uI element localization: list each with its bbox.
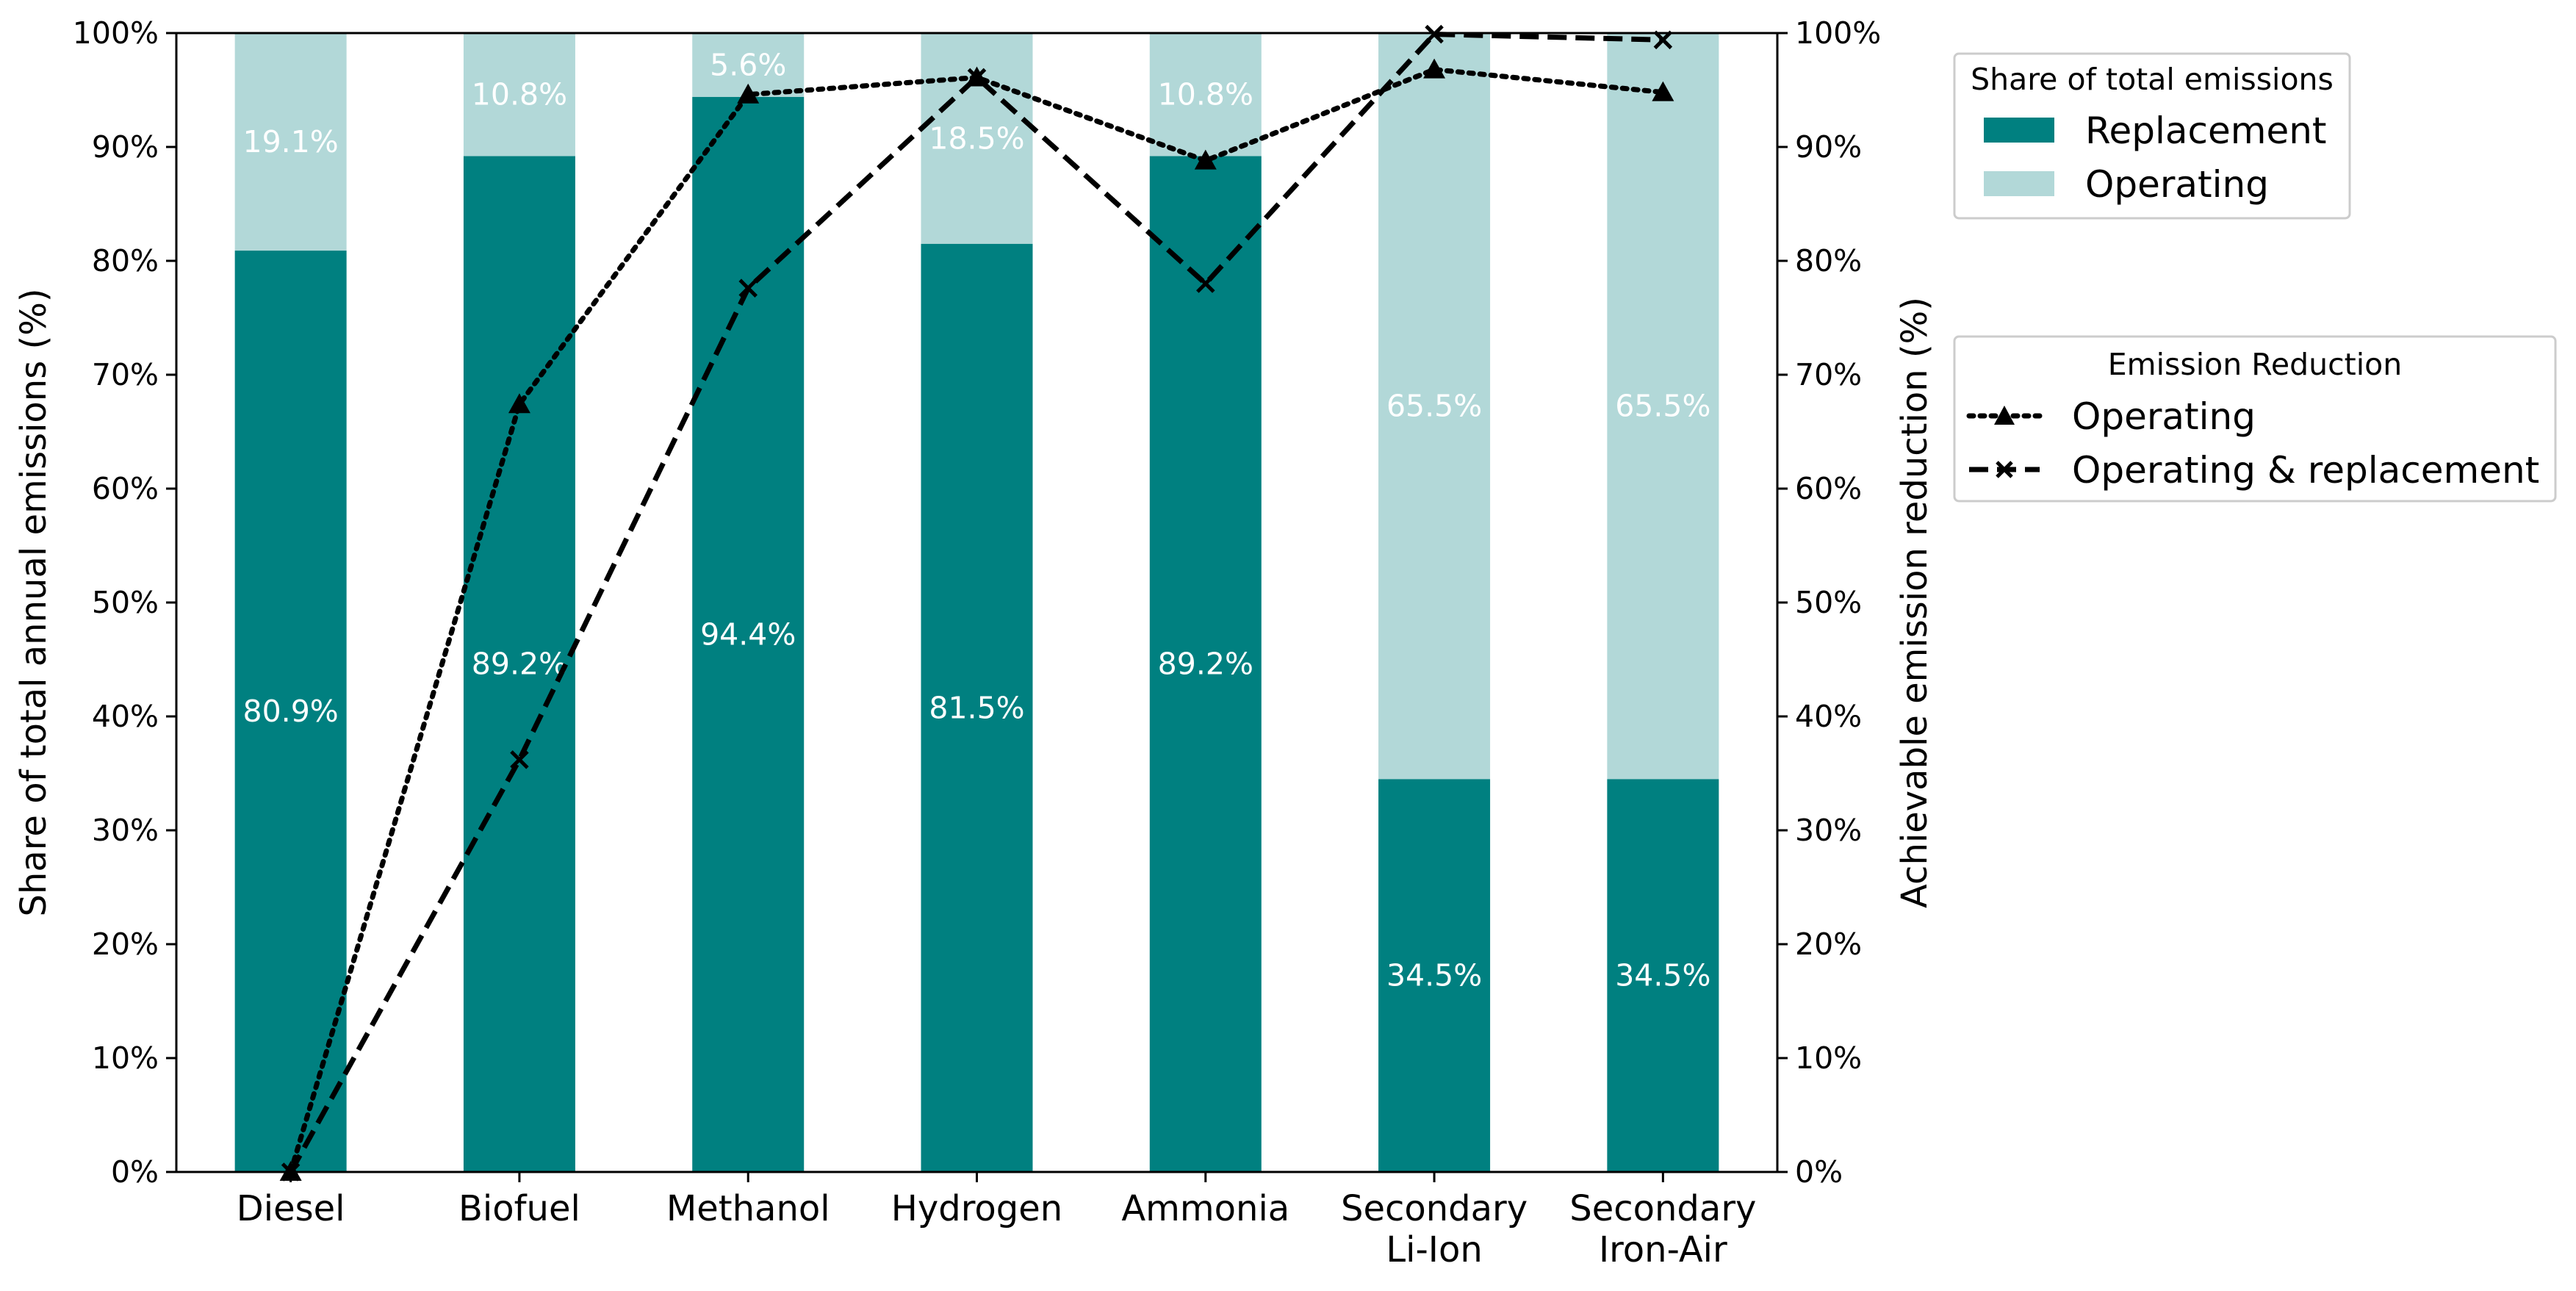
y2-tick-label: 90%: [1795, 129, 1862, 165]
y2-tick-label: 0%: [1795, 1154, 1843, 1190]
marker-x: [1653, 30, 1673, 50]
legend-lines-title: Emission Reduction: [2108, 347, 2402, 382]
bar-replacement: [234, 251, 347, 1172]
x-tick-label: Ammonia: [1121, 1188, 1289, 1229]
legend-bars: Share of total emissions Replacement Ope…: [1953, 52, 2351, 220]
bar-value-label: 94.4%: [700, 616, 796, 652]
y-tick-label: 70%: [92, 357, 159, 392]
y2-tick-label: 40%: [1795, 699, 1862, 734]
x-tick-label: Iron-Air: [1599, 1229, 1727, 1270]
bars-layer: [234, 33, 1719, 1172]
bar-value-label: 80.9%: [243, 694, 339, 729]
y-tick-label: 90%: [92, 129, 159, 165]
marker-triangle: [737, 83, 760, 104]
bar-operating: [234, 33, 347, 251]
bar-value-label: 19.1%: [243, 124, 339, 159]
marker-x: [967, 68, 987, 87]
marker-triangle: [508, 393, 530, 414]
y2-tick-label: 50%: [1795, 585, 1862, 620]
lines-layer: [279, 24, 1674, 1182]
y2-axis-label: Achievable emission reduction (%): [1894, 297, 1935, 908]
bar-replacement: [1378, 779, 1491, 1172]
marker-triangle: [1652, 81, 1674, 101]
x-tick-label: Secondary: [1569, 1188, 1756, 1229]
bar-value-label: 65.5%: [1615, 389, 1710, 424]
bar-replacement: [921, 243, 1033, 1172]
bar-value-label: 89.2%: [1158, 647, 1253, 682]
y-tick-label: 0%: [111, 1154, 159, 1190]
y2-tick-label: 70%: [1795, 357, 1862, 392]
y2-tick-label: 60%: [1795, 471, 1862, 506]
y-tick-label: 100%: [73, 15, 159, 51]
bar-value-label: 10.8%: [1158, 77, 1253, 112]
bar-value-label: 5.6%: [710, 47, 786, 82]
y2-tick-label: 10%: [1795, 1040, 1862, 1076]
legend-lines-frame: [1953, 335, 2557, 503]
marker-x: [510, 750, 529, 769]
y2-tick-label: 100%: [1795, 15, 1881, 51]
y-tick-label: 20%: [92, 927, 159, 962]
marker-x: [1196, 274, 1215, 293]
x-tick-label: Secondary: [1341, 1188, 1528, 1229]
bar-value-label: 81.5%: [929, 690, 1024, 725]
x-tick-label: Biofuel: [458, 1188, 580, 1229]
legend-label-line-operating-replacement: Operating & replacement: [2072, 449, 2539, 492]
bar-operating: [463, 33, 575, 157]
y2-tick-label: 20%: [1795, 927, 1862, 962]
marker-triangle: [1194, 149, 1217, 170]
bar-value-label: 18.5%: [929, 121, 1024, 156]
y-tick-label: 30%: [92, 813, 159, 848]
bar-replacement: [1607, 779, 1719, 1172]
y-tick-label: 40%: [92, 699, 159, 734]
legend-lines: Emission Reduction Operating Operating &…: [1953, 335, 2557, 503]
bar-value-label: 10.8%: [472, 77, 567, 112]
legend-label-operating: Operating: [2085, 163, 2269, 206]
bar-operating: [1607, 33, 1719, 780]
y-tick-label: 50%: [92, 585, 159, 620]
legend-swatch-operating: [1984, 171, 2054, 196]
marker-triangle: [1423, 58, 1446, 79]
bar-value-label: 34.5%: [1615, 958, 1710, 993]
x-tick-label: Methanol: [666, 1188, 830, 1229]
legend-marker-triangle: [1994, 406, 2015, 425]
y2-tick-label: 30%: [1795, 813, 1862, 848]
y-tick-label: 80%: [92, 243, 159, 278]
y-tick-label: 10%: [92, 1040, 159, 1076]
bar-value-label: 89.2%: [472, 647, 567, 682]
y2-tick-label: 80%: [1795, 243, 1862, 278]
legend-bars-title: Share of total emissions: [1971, 62, 2334, 97]
legend-swatch-replacement: [1984, 118, 2054, 143]
x-tick-label: Diesel: [237, 1188, 345, 1229]
bar-value-label: 34.5%: [1386, 958, 1482, 993]
bar-value-label: 65.5%: [1386, 389, 1482, 424]
bar-replacement: [1149, 156, 1262, 1172]
axes-layer: 0% 0% 10% 10% 20% 20% 30% 30% 40% 40% 50% 50% 60% 60%…: [73, 15, 1881, 1270]
bar-replacement: [692, 96, 805, 1172]
y-axis-label: Share of total annual emissions (%): [13, 288, 54, 916]
bar-operating: [1378, 33, 1491, 780]
marker-x: [738, 278, 758, 298]
y-tick-label: 60%: [92, 471, 159, 506]
legend-marker-x: [1996, 461, 2013, 478]
legend-label-replacement: Replacement: [2085, 109, 2327, 152]
marker-x: [1425, 24, 1444, 44]
x-tick-label: Li-Ion: [1386, 1229, 1482, 1270]
bar-operating: [1149, 33, 1262, 157]
bar-replacement: [463, 156, 575, 1172]
legend-label-line-operating: Operating: [2072, 395, 2256, 438]
x-tick-label: Hydrogen: [891, 1188, 1062, 1229]
bar-labels-layer: 80.9% 19.1% 89.2% 10.8% 94.4% 5.6% 81.5% 18.5% 8…: [243, 47, 1711, 993]
